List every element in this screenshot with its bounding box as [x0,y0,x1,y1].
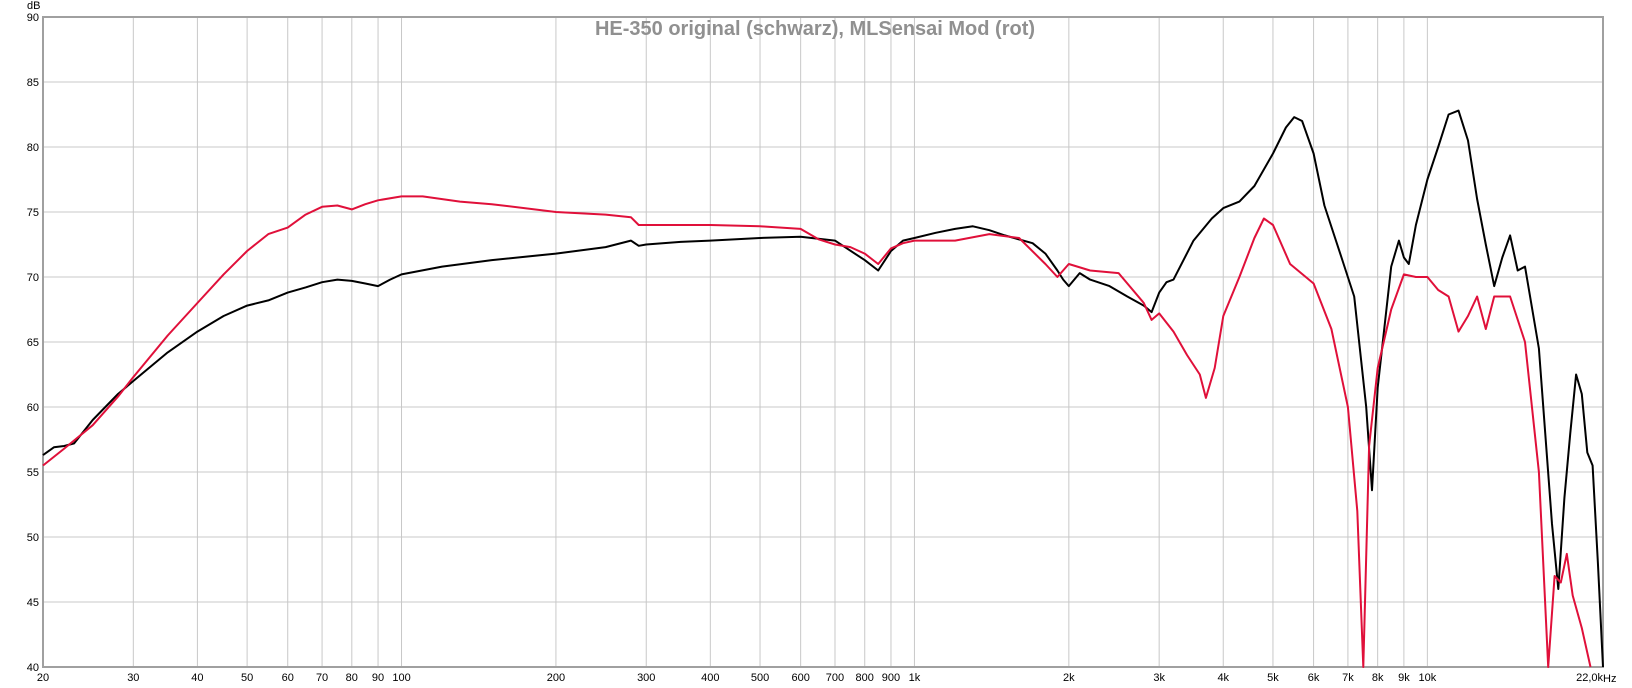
x-tick-label: 300 [637,672,655,684]
plot-frame [42,16,1604,668]
x-tick-label: 3k [1153,672,1165,684]
x-tick-label: 40 [191,672,203,684]
x-tick-label: 7k [1342,672,1354,684]
x-tick-label: 4k [1217,672,1229,684]
x-tick-label: 6k [1308,672,1320,684]
x-axis-unit-label: Hz [1603,673,1616,685]
x-tick-label: 22,0k [1576,672,1603,684]
y-tick-label: 60 [27,402,39,414]
y-tick-label: 65 [27,337,39,349]
x-tick-label: 500 [751,672,769,684]
y-axis-unit-label: dB [27,0,40,12]
x-tick-label: 1k [909,672,921,684]
series-line-black [42,109,1604,668]
x-tick-label: 400 [701,672,719,684]
x-tick-label: 2k [1063,672,1075,684]
x-tick-label: 100 [392,672,410,684]
x-tick-label: 30 [127,672,139,684]
y-axis-ticks: 40 45 50 55 60 65 70 75 80 85 90 [27,12,39,674]
x-tick-label: 800 [856,672,874,684]
x-tick-label: 60 [282,672,294,684]
chart-title: HE-350 original (schwarz), MLSensai Mod … [595,18,1035,40]
x-tick-label: 700 [826,672,844,684]
x-tick-label: 8k [1372,672,1384,684]
y-tick-label: 70 [27,272,39,284]
y-tick-label: 50 [27,532,39,544]
x-tick-label: 20 [37,672,49,684]
x-tick-label: 5k [1267,672,1279,684]
y-tick-label: 85 [27,77,39,89]
x-axis-ticks: 20 30 40 50 60 70 80 90 100 200 300 400 500 600 700 800… [37,672,1604,684]
series-line-red [42,195,1592,668]
x-tick-label: 80 [346,672,358,684]
x-tick-label: 50 [241,672,253,684]
x-tick-label: 9k [1398,672,1410,684]
x-tick-label: 600 [791,672,809,684]
x-tick-label: 90 [372,672,384,684]
y-tick-label: 40 [27,662,39,674]
y-tick-label: 80 [27,142,39,154]
x-tick-label: 200 [547,672,565,684]
y-tick-label: 90 [27,12,39,24]
x-tick-label: 70 [316,672,328,684]
y-tick-label: 75 [27,207,39,219]
y-tick-label: 55 [27,467,39,479]
y-tick-label: 45 [27,597,39,609]
series-lines [42,109,1604,668]
x-tick-label: 900 [882,672,900,684]
x-tick-label: 10k [1418,672,1436,684]
